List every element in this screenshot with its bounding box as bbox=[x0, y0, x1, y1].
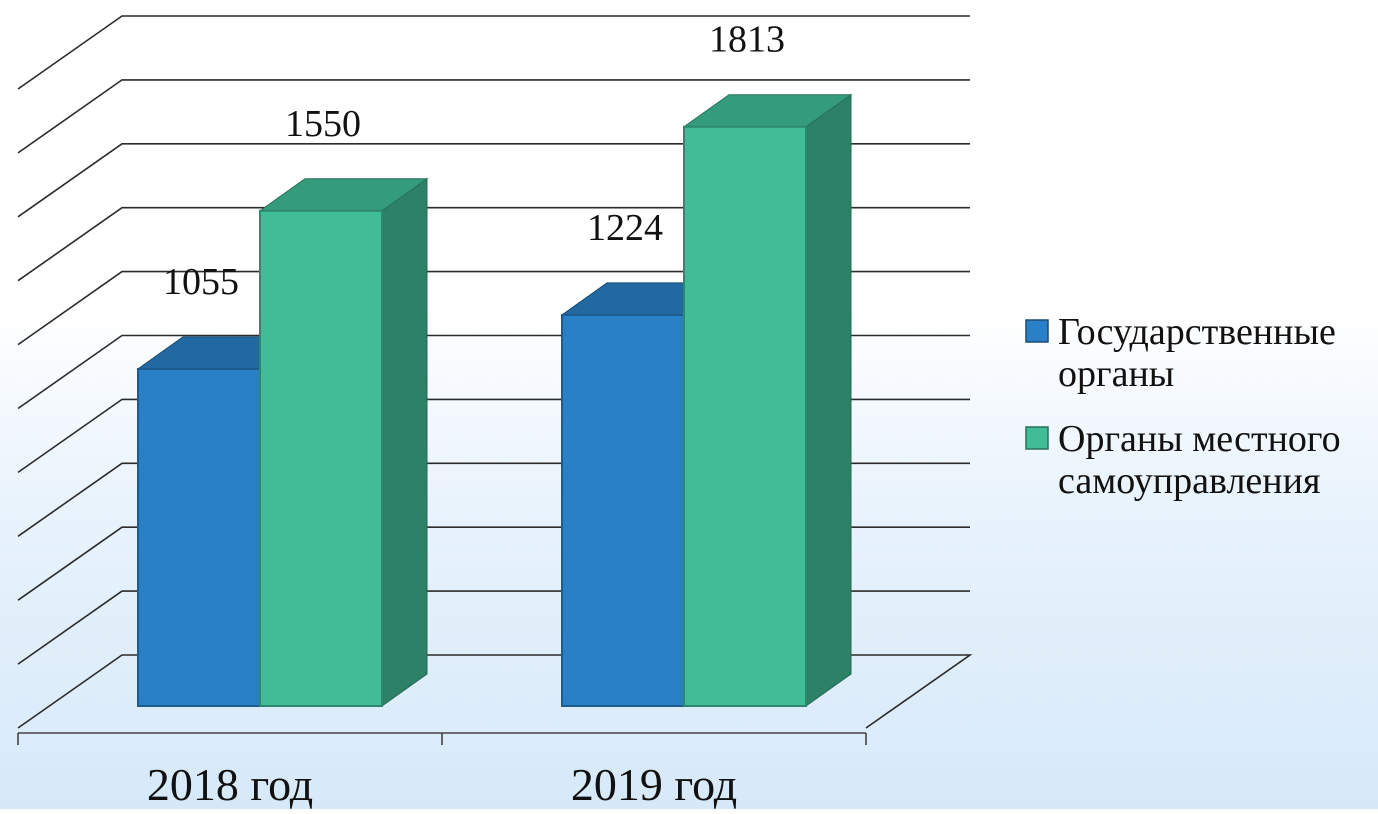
bar-front-face bbox=[259, 209, 383, 707]
bar-side-face bbox=[381, 177, 428, 707]
bar-front-face bbox=[561, 313, 685, 707]
gridlines bbox=[17, 15, 970, 665]
legend-label: Государственные bbox=[1058, 311, 1336, 353]
data-label: 1055 bbox=[163, 261, 239, 303]
data-label: 1813 bbox=[709, 19, 785, 61]
gridline bbox=[17, 79, 970, 154]
data-label: 1224 bbox=[587, 207, 663, 249]
legend-swatch bbox=[1025, 319, 1049, 343]
x-axis: 2018 год 2019 год bbox=[17, 732, 867, 810]
legend-label: органы bbox=[1058, 353, 1174, 395]
bar bbox=[682, 93, 853, 707]
chart-floor bbox=[17, 654, 973, 729]
x-tick-label: 2019 год bbox=[571, 759, 737, 809]
bars bbox=[136, 93, 853, 707]
legend-label: Органы местного bbox=[1058, 418, 1341, 460]
bar-front-face bbox=[137, 367, 261, 707]
data-label: 1550 bbox=[285, 103, 361, 145]
legend-swatch bbox=[1025, 426, 1049, 450]
bar-side-face bbox=[805, 93, 852, 707]
bar-front-face bbox=[683, 125, 807, 707]
gridline bbox=[17, 15, 970, 90]
data-labels: 1055 1550 1224 1813 bbox=[163, 19, 785, 303]
bar bbox=[258, 177, 429, 707]
legend-label: самоуправления bbox=[1058, 460, 1320, 502]
floor-edge bbox=[17, 654, 973, 729]
x-tick-label: 2018 год bbox=[147, 759, 313, 809]
